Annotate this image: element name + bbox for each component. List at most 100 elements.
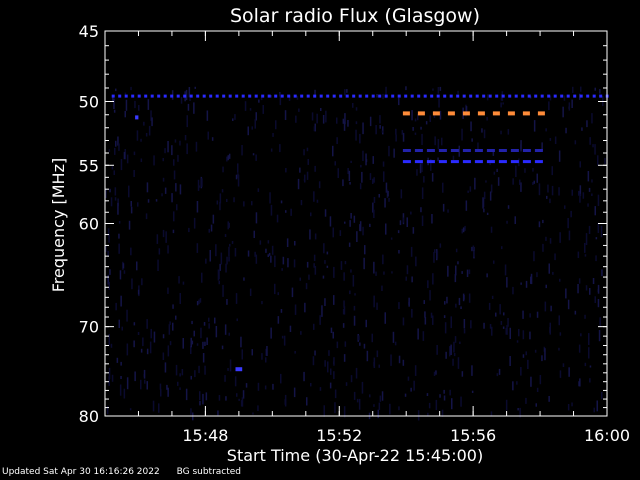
noise-speck [255, 112, 257, 121]
noise-speck [342, 179, 344, 187]
noise-speck [565, 288, 567, 299]
noise-speck [323, 405, 325, 417]
noise-speck [336, 341, 339, 349]
noise-speck [330, 327, 333, 333]
spot-blue-1-mark [135, 115, 139, 120]
noise-speck [167, 141, 169, 153]
noise-speck [291, 287, 294, 298]
noise-speck [137, 202, 139, 207]
noise-speck [207, 131, 209, 140]
noise-speck [143, 121, 145, 126]
noise-speck [517, 408, 519, 411]
noise-speck [471, 365, 473, 376]
noise-speck [343, 306, 346, 315]
noise-speck [226, 256, 228, 265]
noise-speck [597, 299, 600, 308]
noise-speck [208, 317, 210, 322]
noise-speck [306, 261, 309, 268]
noise-speck [233, 197, 235, 203]
noise-speck [385, 86, 387, 99]
interference-band-dark-blue-segment [462, 149, 471, 152]
noise-speck [236, 318, 238, 322]
noise-speck [190, 346, 192, 354]
interference-band-blue-segment [183, 94, 187, 98]
noise-speck [512, 286, 514, 295]
interference-band-blue-2-segment [486, 160, 495, 164]
y-tick-label: 45 [79, 22, 99, 41]
noise-speck [282, 256, 285, 265]
noise-speck [592, 278, 595, 284]
status-footer: Updated Sat Apr 30 16:16:26 2022 BG subt… [2, 467, 255, 477]
noise-speck [507, 205, 510, 209]
noise-speck [119, 270, 122, 280]
interference-band-blue-segment [501, 94, 505, 98]
noise-speck [589, 378, 591, 383]
noise-speck [344, 221, 346, 224]
noise-speck [512, 381, 514, 391]
noise-speck [532, 168, 534, 172]
noise-speck [314, 266, 317, 275]
interference-band-dark-blue-segment [534, 149, 543, 152]
noise-speck [432, 273, 434, 285]
noise-speck [450, 316, 452, 329]
noise-speck [113, 98, 115, 109]
noise-speck [280, 200, 283, 204]
noise-speck [525, 351, 527, 356]
noise-speck [430, 312, 433, 318]
noise-speck [229, 359, 232, 372]
noise-speck [333, 266, 335, 278]
noise-speck [392, 331, 395, 343]
axis-ticks: 15:48 15:52 15:56 16:00 45 50 55 60 70 80 [79, 22, 630, 445]
interference-band-orange-segment [477, 111, 485, 116]
spot-blue-2 [235, 367, 243, 372]
noise-speck [582, 192, 585, 199]
noise-speck [483, 129, 486, 139]
noise-speck [376, 94, 378, 98]
noise-speck [379, 115, 381, 124]
noise-speck [295, 115, 297, 123]
noise-speck [348, 242, 351, 247]
noise-speck [227, 155, 229, 161]
interference-band-blue-segment [592, 94, 596, 98]
noise-speck [558, 187, 560, 196]
noise-speck [591, 179, 593, 183]
noise-speck [196, 201, 199, 213]
noise-speck [422, 331, 425, 341]
bg-subtracted-note: BG subtracted [176, 467, 242, 477]
noise-speck [308, 274, 310, 280]
noise-speck [530, 273, 533, 285]
noise-speck [283, 335, 286, 346]
noise-speck [584, 254, 587, 257]
noise-speck [115, 140, 117, 147]
noise-speck [352, 103, 354, 108]
noise-speck [373, 197, 376, 203]
noise-speck [280, 373, 282, 384]
noise-speck [414, 118, 417, 122]
noise-speck [410, 211, 412, 215]
noise-speck [226, 156, 228, 162]
noise-speck [204, 365, 206, 375]
noise-speck [180, 97, 183, 104]
noise-speck [346, 89, 348, 93]
noise-speck [424, 317, 427, 325]
noise-speck [545, 128, 547, 132]
noise-speck [111, 166, 114, 170]
noise-speck [519, 179, 521, 185]
noise-speck [304, 302, 306, 313]
interference-band-blue-2-segment [402, 160, 411, 164]
noise-speck [567, 299, 570, 310]
noise-speck [120, 159, 123, 171]
noise-speck [206, 110, 209, 121]
noise-speck [421, 215, 424, 226]
noise-speck [562, 363, 565, 367]
noise-speck [538, 221, 541, 228]
noise-speck [535, 403, 537, 407]
noise-speck [235, 293, 238, 304]
noise-speck [310, 212, 312, 217]
noise-speck [358, 398, 361, 410]
interference-band-blue-segment [228, 94, 232, 98]
noise-speck [117, 136, 119, 146]
noise-speck [595, 237, 598, 240]
noise-speck [488, 302, 491, 310]
noise-speck [373, 295, 375, 308]
